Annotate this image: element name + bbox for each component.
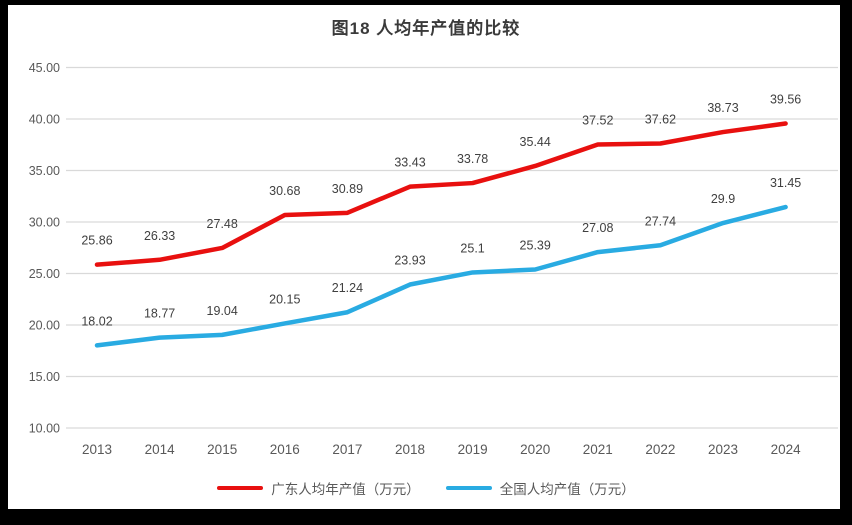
legend-item-guangdong: 广东人均年产值（万元） xyxy=(217,478,420,498)
legend-line-swatch-national xyxy=(445,485,492,491)
legend-label-national: 全国人均产值（万元） xyxy=(499,482,635,497)
chart-panel xyxy=(8,5,840,509)
legend-line-swatch-guangdong xyxy=(217,485,264,491)
chart-legend: 广东人均年产值（万元） 全国人均产值（万元） xyxy=(0,478,852,498)
chart-title: 图18 人均年产值的比较 xyxy=(331,19,521,38)
legend-item-national: 全国人均产值（万元） xyxy=(445,478,635,498)
legend-label-guangdong: 广东人均年产值（万元） xyxy=(271,482,420,497)
